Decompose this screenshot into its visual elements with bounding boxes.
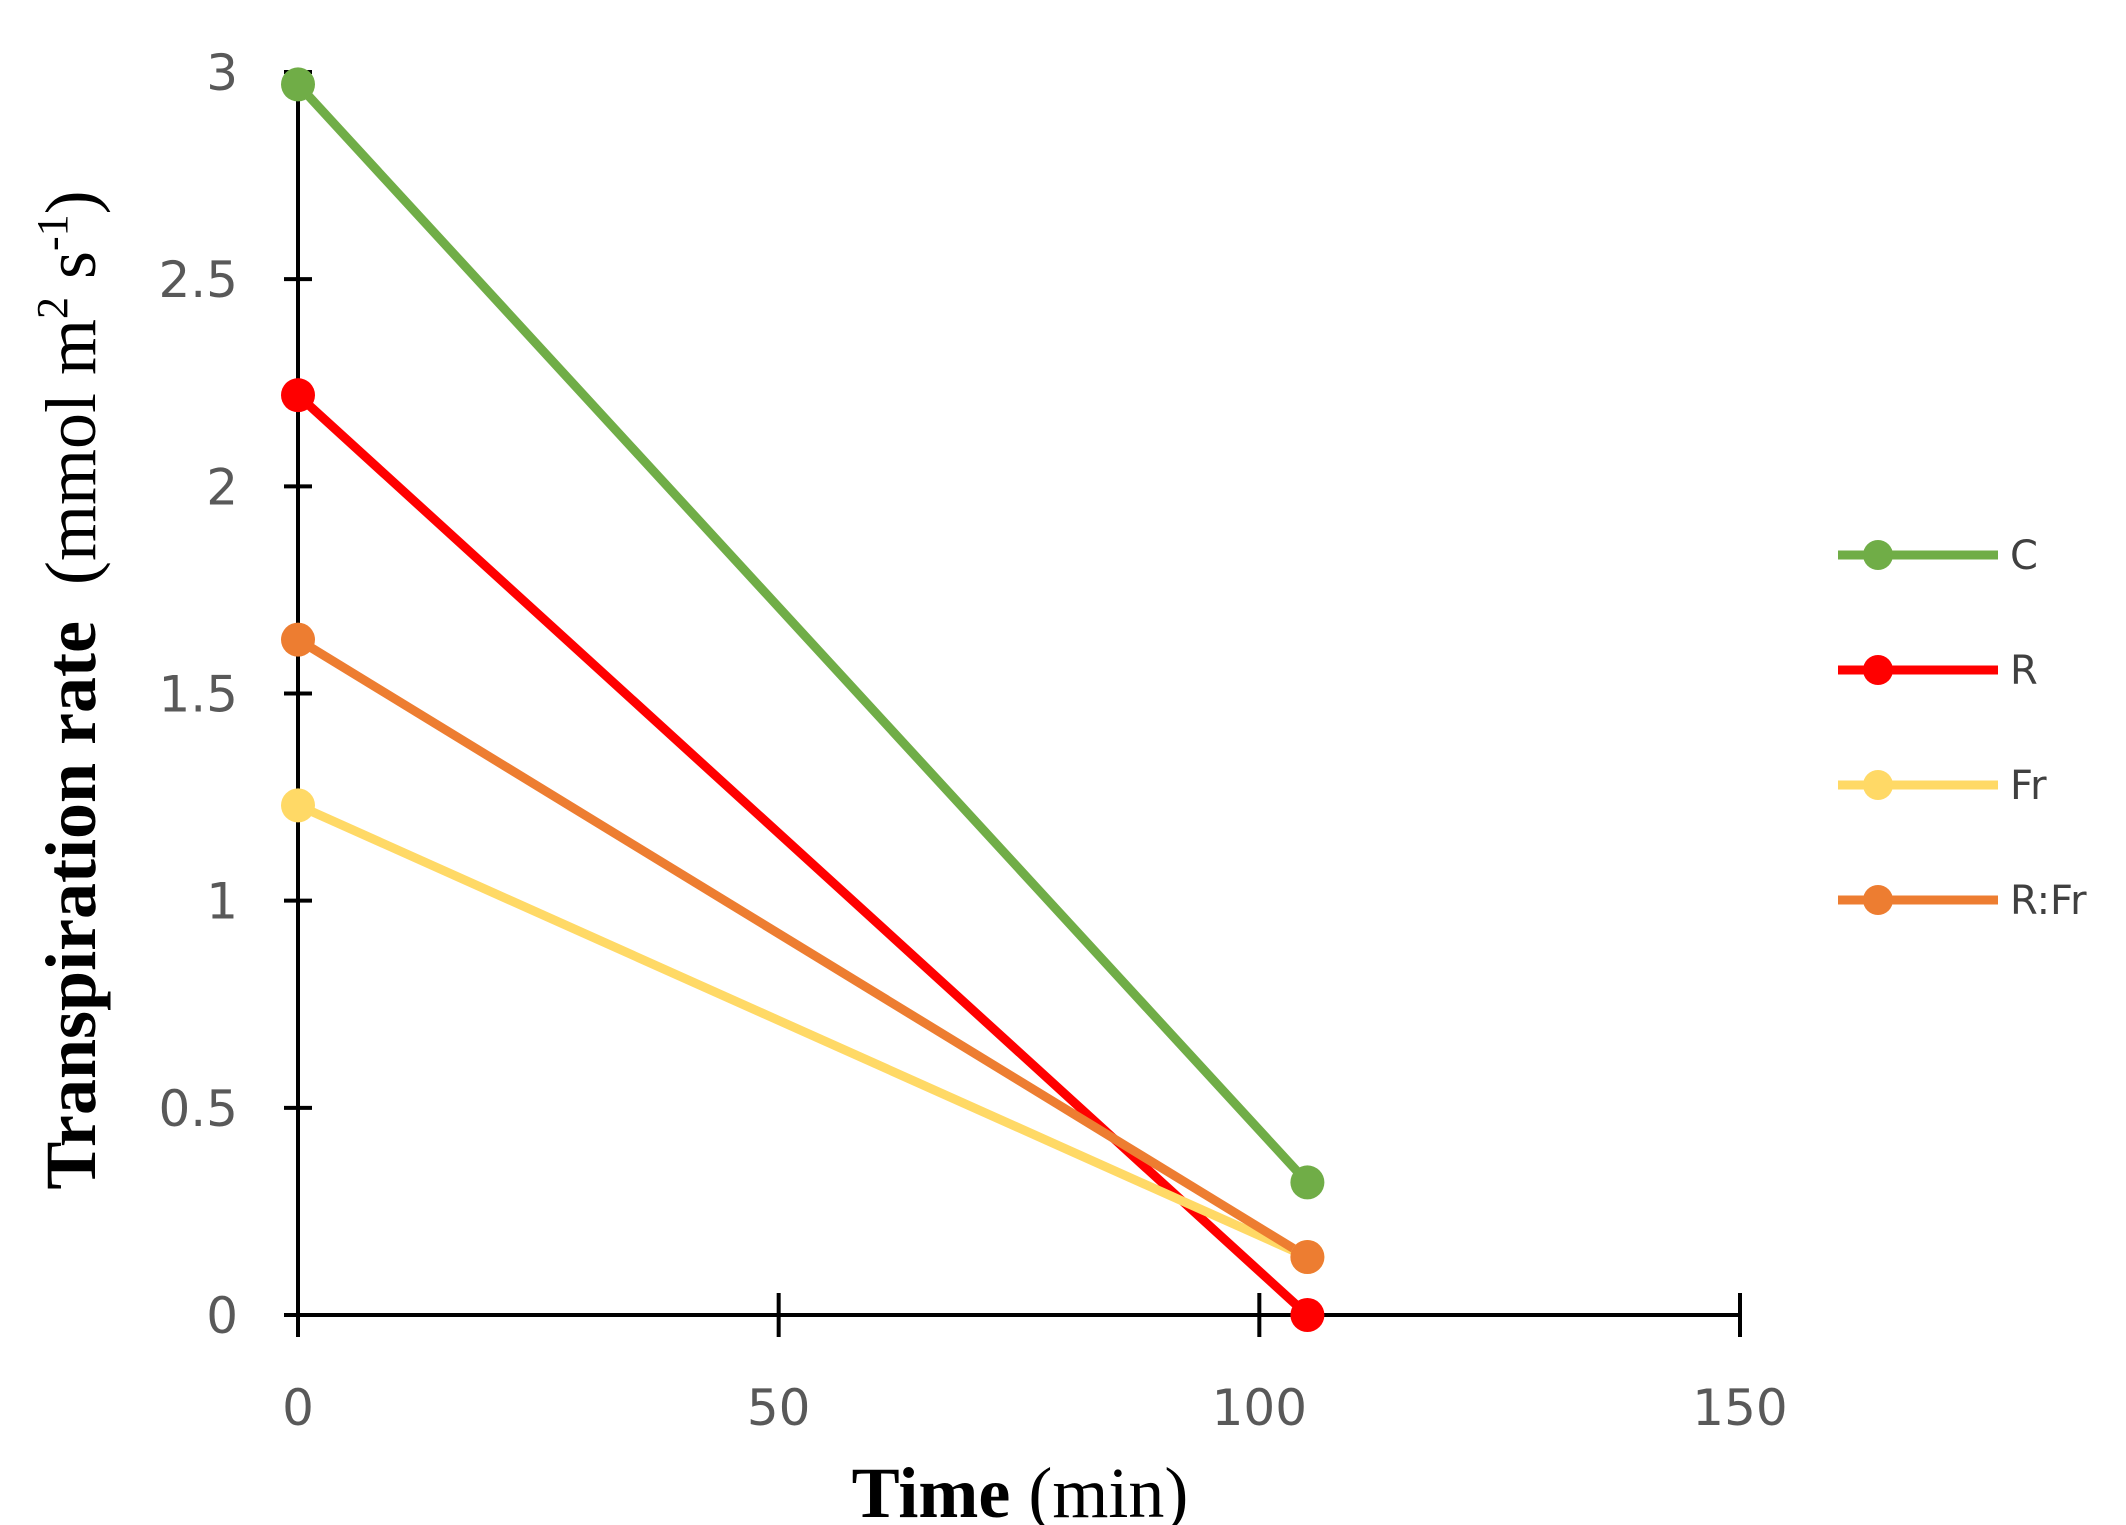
legend: C R Fr R:Fr bbox=[1838, 533, 2087, 924]
legend-label-r: R bbox=[2010, 648, 2038, 694]
series-line-r-fr bbox=[295, 635, 1310, 1261]
legend-marker-c bbox=[1863, 540, 1893, 570]
x-tick-label: 150 bbox=[1692, 1379, 1787, 1437]
y-tick-label: 0.5 bbox=[158, 1080, 238, 1138]
data-point-r-fr bbox=[281, 622, 315, 657]
legend-label-fr: Fr bbox=[2010, 763, 2047, 809]
x-axis-title-unit: (min) bbox=[1028, 1453, 1188, 1525]
y-tick-label: 1 bbox=[206, 873, 238, 931]
data-point-r bbox=[1290, 1298, 1325, 1332]
x-tick-label: 0 bbox=[282, 1379, 314, 1437]
data-point-fr bbox=[281, 788, 315, 823]
y-axis-title-unit-open bbox=[31, 585, 111, 603]
legend-marker-fr bbox=[1863, 770, 1893, 800]
y-axis-title-sup-1: 2 bbox=[28, 297, 77, 319]
series-line-c bbox=[294, 81, 1311, 1186]
y-tick-label: 0 bbox=[206, 1287, 238, 1345]
y-tick-label: 3 bbox=[206, 44, 238, 102]
y-axis-title-unit-3: ) bbox=[31, 190, 111, 214]
x-axis-title-bold: Time bbox=[852, 1453, 1011, 1525]
y-tick-label: 2.5 bbox=[158, 251, 238, 309]
legend-marker-r-fr bbox=[1863, 885, 1893, 915]
y-axis-title-unit-2: s bbox=[31, 251, 111, 297]
series-line-r bbox=[294, 391, 1311, 1319]
y-axis-title: Transpiration rate (mmol m2 s-1) bbox=[28, 190, 111, 1189]
data-point-c bbox=[281, 67, 315, 102]
x-tick-label: 100 bbox=[1212, 1379, 1307, 1437]
data-point-r bbox=[281, 378, 315, 413]
series-layer bbox=[281, 67, 1325, 1332]
axes: 0 0.5 1 1.5 2 2.5 3 0 50 100 150 bbox=[158, 44, 1787, 1437]
legend-marker-r bbox=[1863, 655, 1893, 685]
y-tick-label: 1.5 bbox=[158, 666, 238, 724]
x-axis-title: Time (min) bbox=[852, 1453, 1189, 1525]
y-axis-title-bold: Transpiration rate bbox=[31, 621, 111, 1190]
x-tick-label: 50 bbox=[747, 1379, 811, 1437]
data-point-r-fr bbox=[1290, 1239, 1325, 1274]
legend-label-c: C bbox=[2010, 533, 2038, 579]
y-axis-title-sup-2: -1 bbox=[28, 214, 77, 251]
y-axis-title-unit-1: (mmol m bbox=[31, 319, 111, 585]
data-point-c bbox=[1290, 1165, 1325, 1200]
y-tick-label: 2 bbox=[206, 458, 238, 516]
series-line-fr bbox=[296, 801, 1310, 1262]
legend-label-r-fr: R:Fr bbox=[2010, 878, 2087, 924]
